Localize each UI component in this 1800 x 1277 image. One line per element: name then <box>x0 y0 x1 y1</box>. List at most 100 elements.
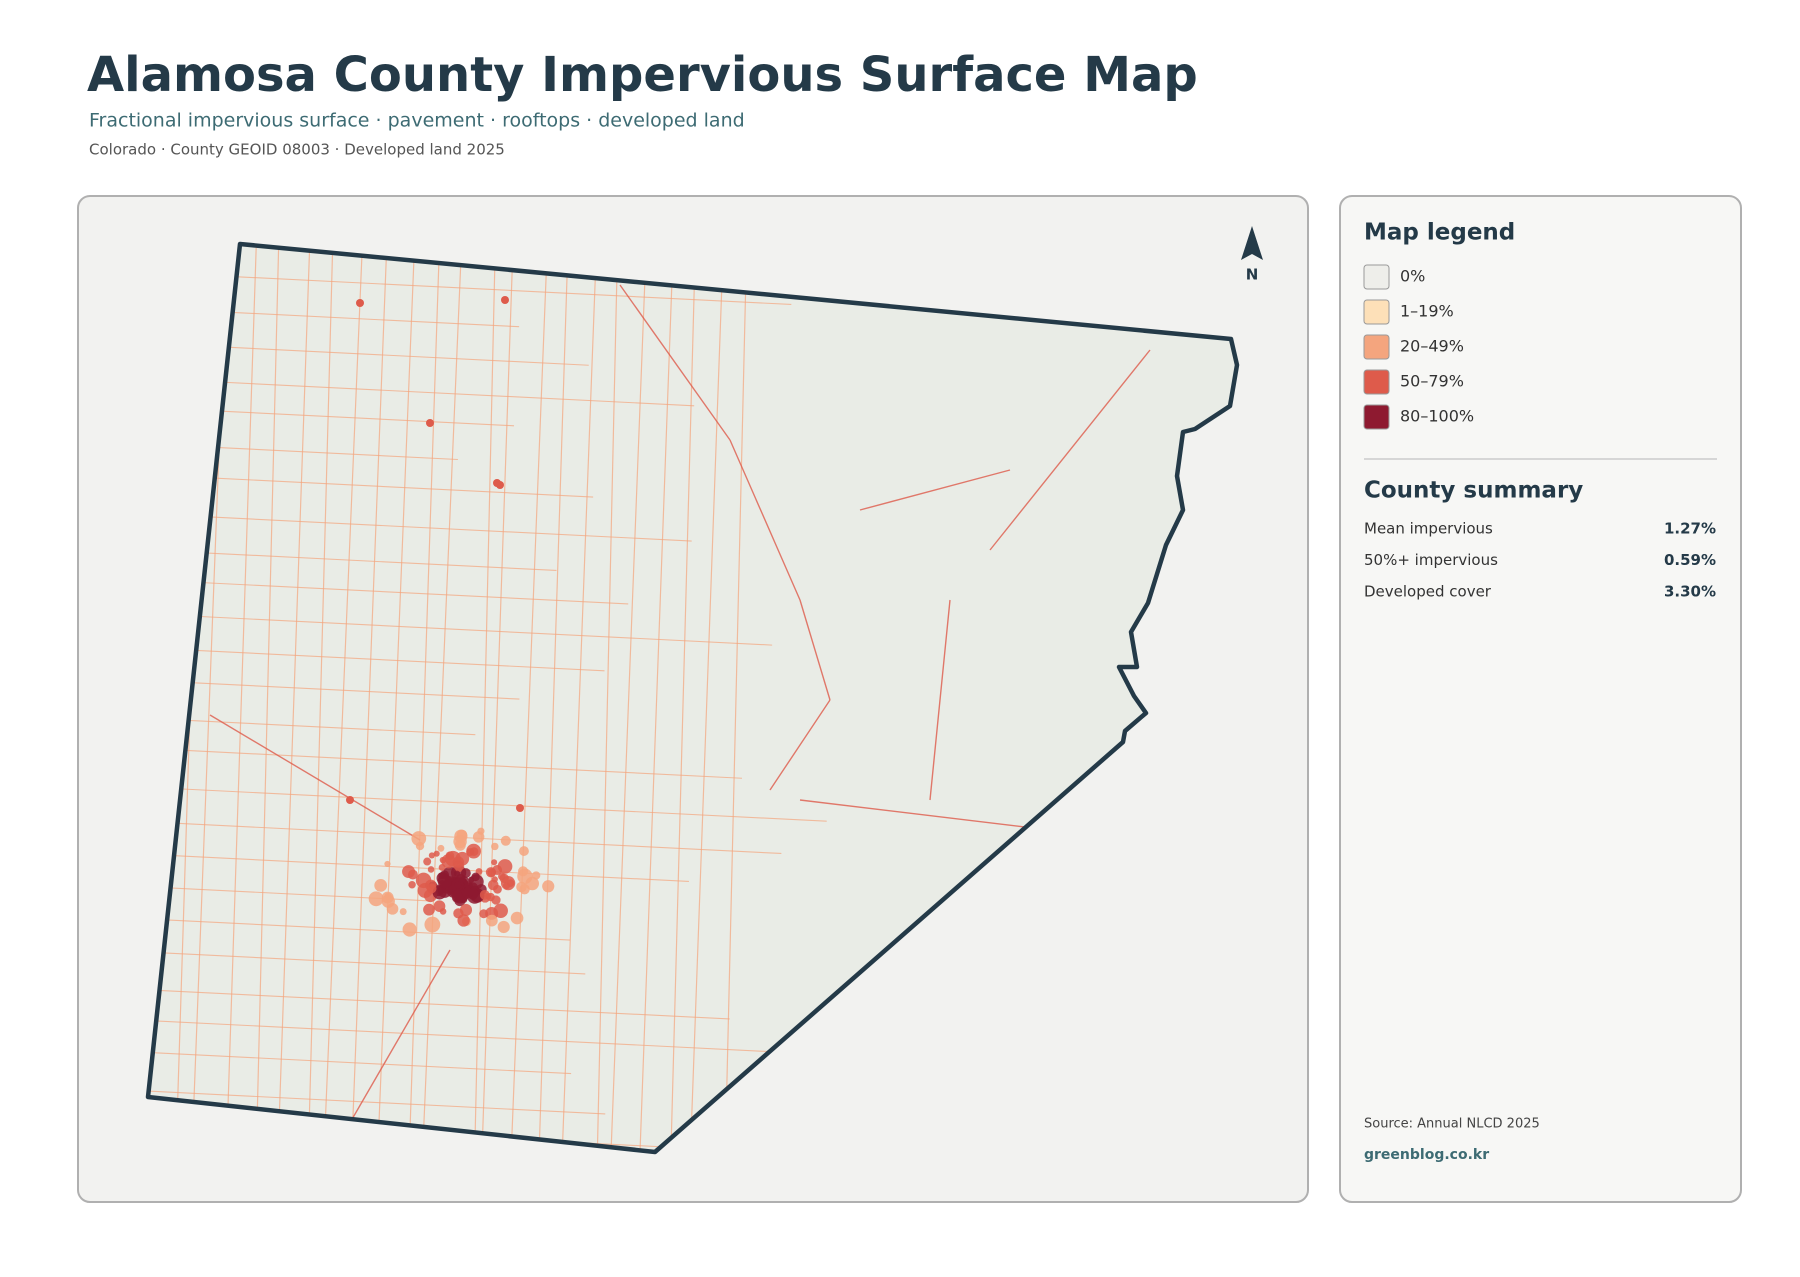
urban-patch <box>408 881 416 889</box>
urban-patch <box>487 868 496 877</box>
summary-label: Mean impervious <box>1364 520 1493 538</box>
urban-patch <box>368 891 384 907</box>
highway <box>929 599 951 801</box>
road <box>670 244 697 1151</box>
urban-patch <box>384 892 392 900</box>
urban-patch <box>487 879 499 891</box>
urban-patch <box>439 856 447 864</box>
road <box>148 612 773 646</box>
road <box>148 549 557 572</box>
urban-patch <box>542 880 555 893</box>
road <box>148 1090 606 1115</box>
north-arrow <box>1241 226 1263 260</box>
urban-patch <box>491 842 499 851</box>
urban-patch <box>455 851 470 866</box>
road <box>148 786 827 822</box>
road <box>148 679 520 700</box>
road <box>277 244 311 1151</box>
settlement <box>426 419 434 427</box>
road <box>148 918 571 941</box>
urban-patch <box>479 909 489 919</box>
road <box>474 244 496 1151</box>
road <box>255 244 280 1151</box>
urban-patch <box>428 852 435 859</box>
settlement <box>493 479 501 487</box>
road <box>148 1051 572 1075</box>
settlement <box>356 299 364 307</box>
legend-label: 0% <box>1400 267 1425 286</box>
road <box>148 377 695 407</box>
road <box>596 244 619 1151</box>
settlement <box>516 804 524 812</box>
road <box>561 244 598 1151</box>
highway <box>339 949 451 1141</box>
road <box>148 1019 822 1055</box>
meta: Colorado · County GEOID 08003 · Develope… <box>89 141 505 159</box>
urban-patch <box>500 835 511 846</box>
road <box>510 244 549 1151</box>
road <box>323 244 364 1151</box>
urban-patch <box>498 872 506 881</box>
urban-patch <box>437 874 452 889</box>
subtitle: Fractional impervious surface · pavement… <box>89 110 745 132</box>
summary-value: 1.27% <box>1664 520 1716 538</box>
settlement <box>501 296 509 304</box>
legend-swatch <box>1363 369 1390 395</box>
road <box>148 717 476 736</box>
urban-patch <box>493 903 508 919</box>
urban-patch <box>519 884 530 895</box>
legend-title: Map legend <box>1364 220 1515 246</box>
credit: greenblog.co.kr <box>1364 1147 1489 1163</box>
urban-patch <box>497 920 510 934</box>
highway <box>769 699 831 791</box>
road <box>225 244 258 1151</box>
urban-patch <box>497 859 513 874</box>
urban-patch <box>437 844 445 852</box>
urban-patch <box>423 857 432 866</box>
road <box>148 578 629 605</box>
road <box>148 271 792 306</box>
road <box>148 747 743 779</box>
legend-swatch <box>1363 404 1390 430</box>
road <box>148 853 689 882</box>
summary-label: 50%+ impervious <box>1364 551 1498 569</box>
road <box>148 647 605 672</box>
urban-patch <box>384 860 391 868</box>
urban-patch <box>461 887 473 899</box>
summary-label: Developed cover <box>1364 583 1492 601</box>
urban-patch <box>510 911 524 925</box>
urban-patch <box>386 902 399 915</box>
urban-patch <box>454 881 462 889</box>
urban-patch <box>374 878 388 892</box>
urban-patch <box>402 922 417 937</box>
road <box>148 951 586 975</box>
county-boundary <box>145 241 1240 1155</box>
urban-patch <box>426 883 437 894</box>
highway <box>859 469 1011 511</box>
urban-patch <box>491 895 501 905</box>
road <box>639 244 675 1151</box>
legend-swatch <box>1363 264 1390 290</box>
road <box>481 244 514 1151</box>
county-fill <box>148 244 1237 1152</box>
road <box>351 244 388 1151</box>
urban-patch <box>519 846 529 856</box>
urban-patch <box>459 903 473 917</box>
urban-patch <box>454 829 468 843</box>
highway <box>799 599 831 701</box>
summary-value: 3.30% <box>1664 583 1716 601</box>
urban-patch <box>477 827 485 835</box>
road <box>724 244 748 1151</box>
summary-title: County summary <box>1364 478 1583 504</box>
urban-patch <box>439 908 447 915</box>
summary: Mean impervious 1.27% 50%+ impervious 0.59%… <box>1364 520 1716 601</box>
urban-patch <box>503 882 511 890</box>
road <box>538 244 569 1151</box>
urban-patch <box>491 859 498 866</box>
highway <box>799 799 1051 831</box>
impervious-raster <box>148 244 1151 1152</box>
settlement <box>346 796 354 804</box>
road <box>408 244 441 1151</box>
source: Source: Annual NLCD 2025 <box>1364 1117 1540 1132</box>
